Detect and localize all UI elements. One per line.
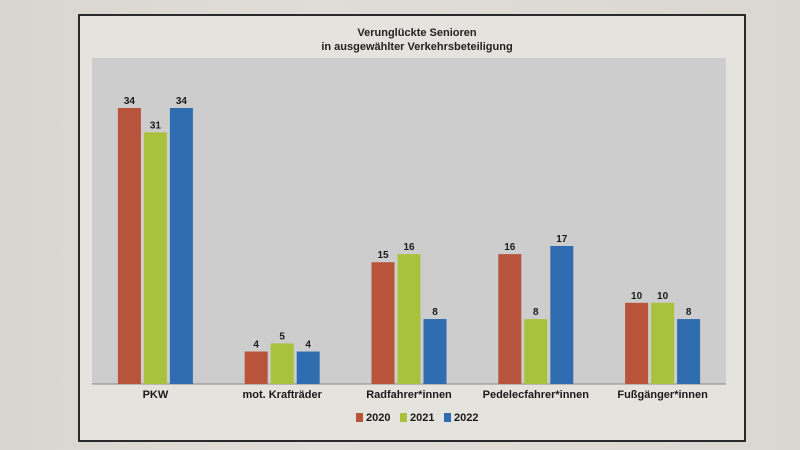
category-label-2: Radfahrer*innen xyxy=(366,389,452,401)
data-label-2022-4: 8 xyxy=(686,307,692,318)
bar-2022-3 xyxy=(550,246,574,384)
bar-2020-1 xyxy=(244,351,268,384)
bar-2020-2 xyxy=(371,262,395,384)
chart-title: Verunglückte Senioren xyxy=(357,27,476,39)
bar-2021-4 xyxy=(651,302,675,384)
category-label-4: Fußgänger*innen xyxy=(617,389,708,401)
bar-2022-1 xyxy=(296,351,320,384)
data-label-2022-0: 34 xyxy=(176,96,188,107)
data-label-2020-2: 15 xyxy=(377,250,389,261)
legend: 2020 2021 2022 xyxy=(356,412,478,424)
bars-layer xyxy=(117,108,701,384)
data-label-2020-0: 34 xyxy=(124,96,136,107)
bar-2022-0 xyxy=(169,108,193,384)
data-label-2021-1: 5 xyxy=(279,331,285,342)
data-label-2021-3: 8 xyxy=(533,307,539,318)
data-label-2020-1: 4 xyxy=(253,340,259,351)
data-label-2022-3: 17 xyxy=(556,234,568,245)
bar-2020-0 xyxy=(117,108,141,384)
bar-2022-4 xyxy=(677,319,701,384)
legend-label-2020: 2020 xyxy=(366,412,390,424)
legend-label-2021: 2021 xyxy=(410,412,434,424)
data-label-2021-4: 10 xyxy=(657,291,669,302)
data-label-2022-1: 4 xyxy=(305,340,311,351)
bar-2021-0 xyxy=(143,132,167,384)
bar-2021-3 xyxy=(524,319,548,384)
legend-label-2022: 2022 xyxy=(454,412,478,424)
category-label-3: Pedelecfahrer*innen xyxy=(483,389,590,401)
bar-2020-4 xyxy=(625,302,649,384)
data-label-2021-0: 31 xyxy=(150,120,162,131)
legend-swatch-2022 xyxy=(444,413,451,422)
data-label-2022-2: 8 xyxy=(432,307,438,318)
chart-subtitle: in ausgewählter Verkehrsbeteiligung xyxy=(321,41,512,53)
data-label-2020-4: 10 xyxy=(631,291,643,302)
bar-2020-3 xyxy=(498,254,522,384)
legend-swatch-2020 xyxy=(356,413,363,422)
category-labels-layer: PKW mot. Krafträder Radfahrer*innen Pedelec… xyxy=(143,389,709,401)
bar-2021-2 xyxy=(397,254,421,384)
category-label-0: PKW xyxy=(143,389,169,401)
data-label-2020-3: 16 xyxy=(504,242,516,253)
bar-2021-1 xyxy=(270,343,294,384)
category-label-1: mot. Krafträder xyxy=(242,389,322,401)
legend-swatch-2021 xyxy=(400,413,407,422)
bar-2022-2 xyxy=(423,319,447,384)
data-labels-layer: 34 31 34 4 5 4 15 16 8 16 8 17 10 10 8 xyxy=(124,96,692,351)
data-label-2021-2: 16 xyxy=(403,242,415,253)
